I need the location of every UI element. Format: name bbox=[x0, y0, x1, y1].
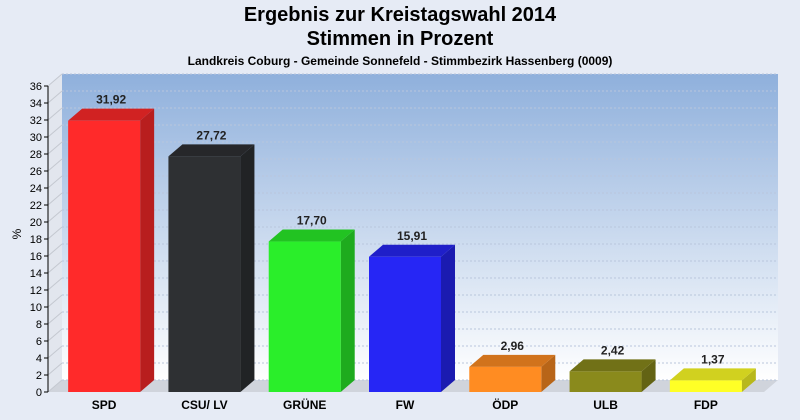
gridline-side bbox=[47, 328, 63, 342]
data-label: 2,96 bbox=[501, 339, 525, 353]
bar-ulb[interactable] bbox=[569, 371, 642, 392]
x-tick-label: SPD bbox=[92, 398, 117, 412]
bar-top bbox=[469, 354, 556, 367]
data-label: 15,91 bbox=[397, 229, 427, 243]
gridline-side bbox=[47, 209, 63, 223]
data-label: 2,42 bbox=[601, 343, 625, 357]
y-tick-label: 26 bbox=[30, 166, 42, 178]
y-tick-label: 18 bbox=[30, 234, 42, 246]
bar-spd[interactable] bbox=[68, 120, 141, 393]
bar-side bbox=[641, 359, 656, 392]
chart-title: Ergebnis zur Kreistagswahl 2014 bbox=[243, 4, 557, 26]
y-axis-label: % bbox=[10, 228, 24, 239]
y-tick-label: 34 bbox=[30, 98, 42, 110]
bar-csu-lv[interactable] bbox=[168, 156, 241, 392]
chart-title-line2: Stimmen in Prozent bbox=[306, 28, 494, 50]
gridline-side bbox=[47, 158, 63, 172]
gridline-side bbox=[47, 277, 63, 291]
x-tick-label: FDP bbox=[694, 398, 718, 412]
gridline-side bbox=[47, 124, 63, 138]
y-tick-label: 0 bbox=[36, 387, 42, 399]
y-tick-label: 8 bbox=[36, 319, 42, 331]
y-tick-label: 16 bbox=[30, 251, 42, 263]
gridline-side bbox=[47, 141, 63, 155]
y-tick-label: 12 bbox=[30, 285, 42, 297]
bar-top bbox=[369, 244, 455, 257]
data-label: 27,72 bbox=[196, 128, 226, 142]
data-label: 17,70 bbox=[297, 214, 327, 228]
bar-side bbox=[340, 229, 355, 392]
y-tick-label: 4 bbox=[36, 353, 42, 365]
y-tick-label: 28 bbox=[30, 149, 42, 161]
y-tick-label: 30 bbox=[30, 132, 42, 144]
x-tick-label: CSU/ LV bbox=[181, 398, 227, 412]
bar-ödp[interactable] bbox=[469, 366, 542, 392]
y-tick-label: 6 bbox=[36, 336, 42, 348]
bar-top bbox=[268, 229, 355, 242]
bar-top bbox=[68, 108, 155, 121]
gridline-side bbox=[47, 362, 63, 376]
gridline-side bbox=[47, 243, 63, 257]
bar-side bbox=[541, 354, 556, 392]
gridline-side bbox=[47, 311, 63, 325]
y-tick-label: 22 bbox=[30, 200, 42, 212]
gridline-side bbox=[47, 175, 63, 189]
bar-side bbox=[140, 108, 155, 393]
data-label: 31,92 bbox=[96, 93, 126, 107]
bar-top bbox=[669, 368, 756, 381]
y-tick-label: 14 bbox=[30, 268, 42, 280]
y-tick-label: 2 bbox=[36, 370, 42, 382]
chart-subtitle: Landkreis Coburg - Gemeinde Sonnefeld - … bbox=[187, 54, 613, 68]
gridline-side bbox=[47, 226, 63, 240]
y-tick-label: 24 bbox=[30, 183, 42, 195]
gridline-side bbox=[47, 260, 63, 274]
y-tick-label: 36 bbox=[30, 81, 42, 93]
bar-top bbox=[569, 359, 656, 372]
y-tick-label: 10 bbox=[30, 302, 42, 314]
x-tick-label: ULB bbox=[593, 398, 618, 412]
bar-side bbox=[240, 144, 255, 392]
x-tick-label: GRÜNE bbox=[283, 397, 326, 412]
bar-side bbox=[441, 244, 455, 392]
gridline-side bbox=[47, 90, 63, 104]
data-label: 1,37 bbox=[701, 352, 725, 366]
x-tick-label: ÖDP bbox=[492, 397, 518, 412]
gridline-side bbox=[47, 294, 63, 308]
gridline-side bbox=[47, 192, 63, 206]
bar-fdp[interactable] bbox=[669, 380, 742, 392]
gridline-side bbox=[47, 107, 63, 121]
x-tick-label: FW bbox=[396, 398, 415, 412]
bar-grüne[interactable] bbox=[268, 241, 341, 392]
y-tick-label: 20 bbox=[30, 217, 42, 229]
gridline-side bbox=[47, 73, 63, 87]
y-tick-label: 32 bbox=[30, 115, 42, 127]
bar-fw[interactable] bbox=[369, 256, 441, 392]
bar-side bbox=[741, 368, 756, 392]
bar-top bbox=[168, 144, 255, 157]
gridline-side bbox=[47, 345, 63, 359]
gridline-side bbox=[47, 379, 63, 393]
